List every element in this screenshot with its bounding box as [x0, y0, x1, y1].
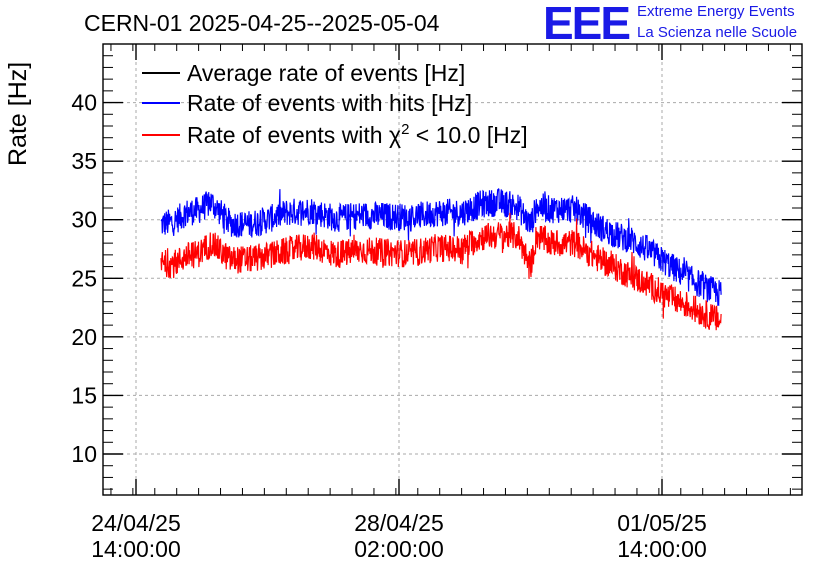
legend-label-2: Rate of events with χ2 < 10.0 [Hz] — [187, 121, 528, 148]
y-tick-label: 10 — [71, 441, 97, 467]
axis-ticks: 1015202530354024/04/2514:00:0028/04/2502… — [71, 44, 802, 562]
logo-line-2: La Scienza nelle Scuole — [637, 24, 798, 41]
y-tick-label: 35 — [71, 148, 97, 174]
x-tick-label-date: 28/04/25 — [354, 510, 444, 536]
y-tick-label: 30 — [71, 207, 97, 233]
logo-line-1: Extreme Energy Events — [637, 3, 795, 20]
legend-label-1: Rate of events with hits [Hz] — [187, 90, 472, 116]
x-tick-label-date: 01/05/25 — [617, 510, 707, 536]
x-tick-label-time: 02:00:00 — [354, 536, 444, 562]
legend-label-0: Average rate of events [Hz] — [187, 60, 465, 86]
x-tick-label-time: 14:00:00 — [617, 536, 707, 562]
chart-title: CERN-01 2025-04-25--2025-05-04 — [84, 10, 440, 36]
x-tick-label-time: 14:00:00 — [91, 536, 181, 562]
series-line-2 — [160, 212, 722, 331]
y-tick-label: 40 — [71, 90, 97, 116]
series-layer — [160, 188, 722, 331]
plot-frame — [102, 43, 803, 496]
legend: Average rate of events [Hz] Rate of event… — [142, 60, 528, 148]
eee-logo: EEE — [543, 0, 631, 49]
x-tick-label-date: 24/04/25 — [91, 510, 181, 536]
y-tick-label: 20 — [71, 324, 97, 350]
y-tick-label: 25 — [71, 265, 97, 291]
series-line-1 — [160, 188, 722, 307]
y-tick-label: 15 — [71, 382, 97, 408]
